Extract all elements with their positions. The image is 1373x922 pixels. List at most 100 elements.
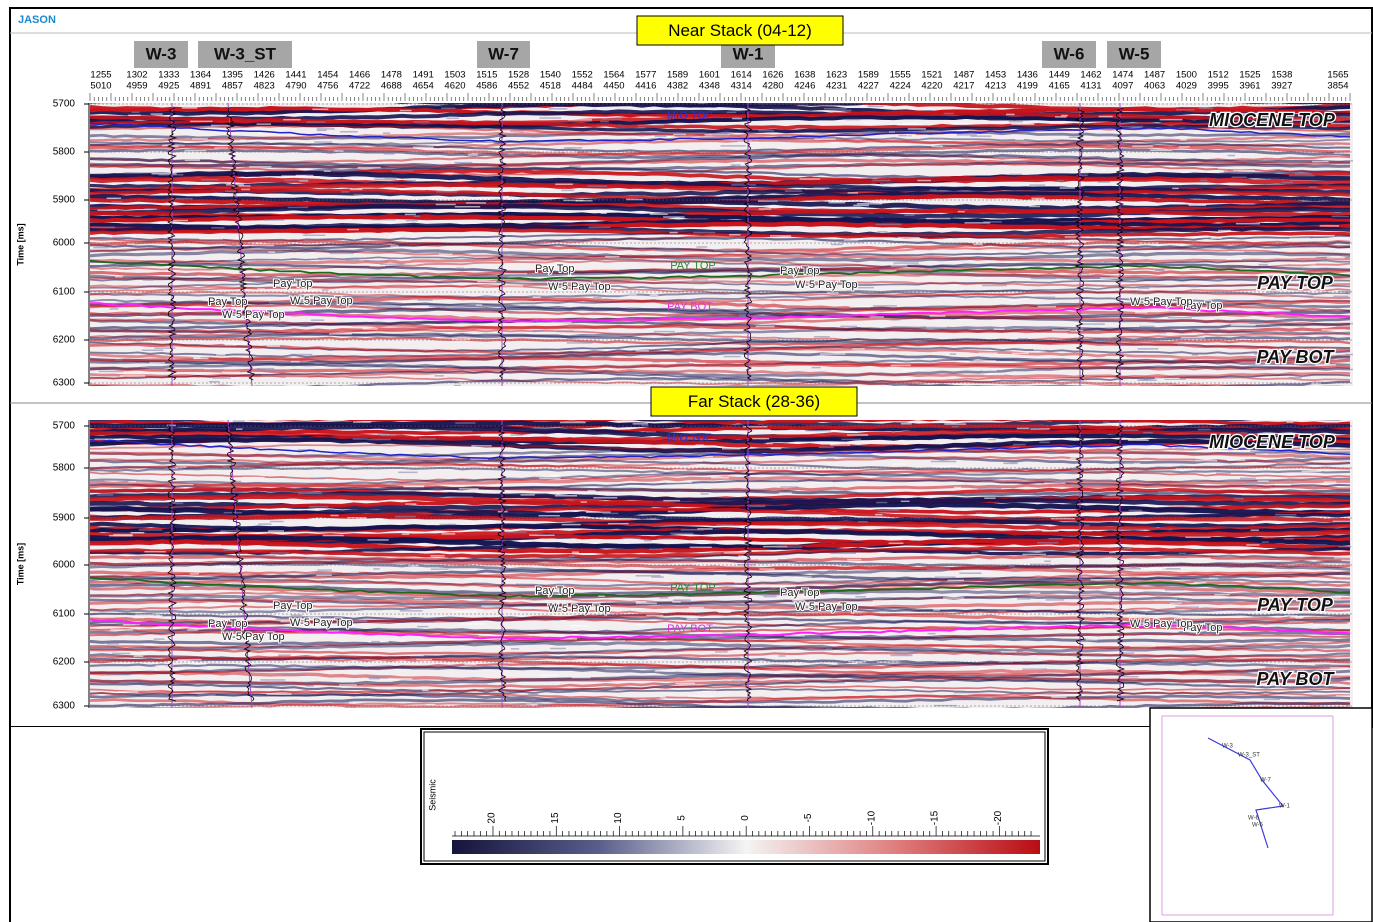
seismic-speckle: [477, 280, 497, 283]
seismic-speckle: [571, 551, 580, 553]
seismic-speckle: [1265, 666, 1274, 668]
well-log: [496, 424, 507, 702]
seismic-speckle: [705, 676, 729, 679]
time-tick-label: 5700: [53, 99, 76, 110]
seismic-speckle: [413, 215, 421, 218]
seismic-speckle: [141, 313, 161, 315]
seismic-speckle: [408, 564, 420, 567]
seismic-event: [90, 313, 1351, 326]
seismic-speckle: [853, 204, 870, 207]
seismic-speckle: [220, 530, 242, 532]
seismic-speckle: [144, 208, 157, 210]
trace-header-label: 1528: [508, 70, 529, 81]
seismic-speckle: [1233, 169, 1255, 172]
trace-header-label: 1512: [1208, 70, 1229, 81]
seismic-speckle: [1167, 316, 1192, 319]
seismic-speckle: [672, 601, 681, 603]
seismic-speckle: [893, 262, 919, 264]
seismic-speckle: [1110, 666, 1121, 668]
seismic-event: [90, 191, 1351, 205]
seismic-speckle: [546, 593, 561, 596]
seismic-event: [90, 279, 1351, 290]
seismic-speckle: [1082, 524, 1090, 527]
seismic-speckle: [422, 689, 429, 692]
seismic-speckle: [106, 197, 122, 200]
seismic-speckle: [847, 192, 859, 194]
trace-header-label: 1395: [222, 70, 243, 81]
seismic-speckle: [700, 493, 709, 495]
seismic-speckle: [509, 130, 524, 132]
inset-well-label: W-3: [1222, 744, 1234, 750]
seismic-speckle: [672, 469, 687, 471]
seismic-speckle: [879, 270, 897, 272]
seismic-event: [90, 444, 1351, 454]
seismic-speckle: [193, 357, 201, 359]
trace-header-label: 4484: [572, 81, 593, 92]
seismic-speckle: [133, 616, 145, 619]
seismic-speckle: [1258, 263, 1268, 266]
seismic-speckle: [401, 533, 410, 535]
seismic-speckle: [202, 618, 220, 621]
seismic-speckle: [787, 274, 813, 276]
seismic-speckle: [306, 121, 326, 123]
seismic-event: [90, 579, 1351, 591]
trace-header-label: 1521: [921, 70, 942, 81]
colorbar-tick-label: -20: [993, 810, 1004, 825]
seismic-speckle: [342, 385, 358, 386]
seismic-speckle: [345, 233, 354, 236]
seismic-speckle: [1169, 612, 1180, 615]
well-log: [1115, 424, 1126, 702]
seismic-event: [90, 468, 1351, 482]
horizon-label: W-5 Pay Top: [222, 631, 285, 643]
seismic-speckle: [742, 425, 768, 428]
seismic-event: [90, 598, 1351, 611]
seismic-speckle: [1193, 581, 1207, 584]
seismic-speckle: [689, 546, 712, 549]
seismic-speckle: [1050, 517, 1075, 520]
seismic-speckle: [1022, 668, 1048, 670]
seismic-speckle: [322, 289, 329, 291]
seismic-speckle: [1030, 428, 1050, 430]
seismic-speckle: [149, 362, 166, 364]
seismic-speckle: [312, 108, 329, 111]
seismic-speckle: [310, 319, 325, 321]
trace-header-label: 4314: [731, 81, 752, 92]
seismic-speckle: [1003, 161, 1028, 164]
trace-header-label: 1487: [953, 70, 974, 81]
seismic-speckle: [950, 122, 974, 125]
seismic-speckle: [863, 122, 881, 124]
seismic-speckle: [1162, 129, 1169, 132]
seismic-speckle: [225, 190, 238, 192]
seismic-speckle: [868, 610, 888, 612]
trace-header-label: 1577: [635, 70, 656, 81]
seismic-speckle: [623, 665, 647, 667]
seismic-speckle: [654, 330, 675, 333]
seismic-speckle: [99, 238, 114, 240]
seismic-speckle: [235, 428, 243, 430]
seismic-speckle: [305, 685, 314, 687]
seismic-speckle: [697, 528, 713, 530]
seismic-speckle: [93, 246, 109, 249]
seismic-speckle: [1315, 364, 1336, 366]
horizon: [90, 302, 1351, 323]
seismic-speckle: [890, 364, 911, 367]
seismic-speckle: [1175, 447, 1185, 449]
seismic-speckle: [1186, 557, 1211, 560]
seismic-speckle: [1154, 377, 1180, 380]
seismic-speckle: [266, 345, 281, 347]
seismic-speckle: [438, 681, 451, 684]
seismic-speckle: [1119, 567, 1141, 570]
seismic-speckle: [688, 606, 704, 609]
seismic-speckle: [678, 460, 703, 462]
seismic-speckle: [446, 632, 468, 634]
seismic-speckle: [528, 693, 539, 695]
well-log: [1074, 108, 1085, 381]
seismic-speckle: [1316, 670, 1330, 672]
seismic-speckle: [362, 328, 378, 330]
seismic-speckle: [978, 352, 998, 354]
trace-header-label: 1589: [858, 70, 879, 81]
seismic-speckle: [761, 150, 778, 153]
trace-header-label: 4518: [540, 81, 561, 92]
seismic-speckle: [177, 658, 202, 661]
seismic-speckle: [799, 178, 821, 180]
